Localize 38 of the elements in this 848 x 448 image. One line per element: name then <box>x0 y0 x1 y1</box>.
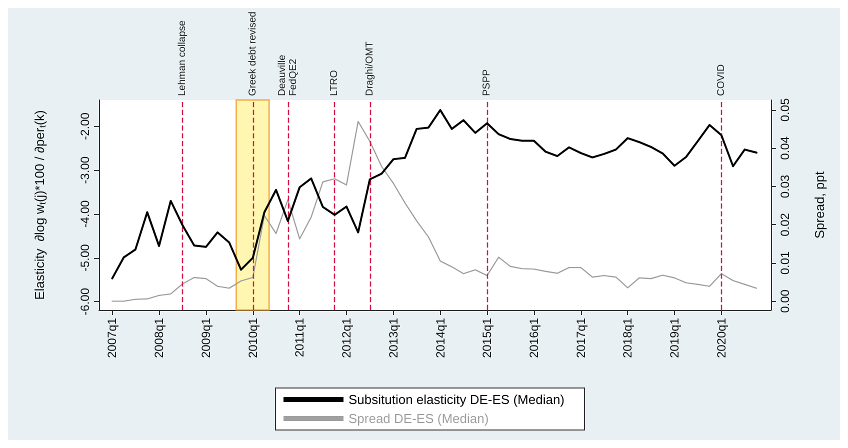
y-tick-label: -3.00 <box>78 156 92 184</box>
x-tick-label: 2011q1 <box>292 318 307 358</box>
y2-tick-label: 0.05 <box>778 98 792 122</box>
x-tick-label: 2018q1 <box>620 318 635 358</box>
ref-line-label: Deauville FedQE2 <box>276 54 299 96</box>
x-tick-label: 2014q1 <box>433 318 448 358</box>
y2-tick-label: 0.03 <box>778 174 792 198</box>
ref-line-label: COVID <box>716 64 727 96</box>
y-tick-label: -6.00 <box>78 288 92 316</box>
x-tick-label: 2016q1 <box>526 318 541 358</box>
x-tick-label: 2020q1 <box>714 318 728 358</box>
ref-line-label: PSPP <box>482 68 493 96</box>
line-series <box>111 109 758 280</box>
ref-line-label: Greek debt revised <box>247 12 258 96</box>
x-tick-label: 2009q1 <box>198 318 213 358</box>
y-axis-title: Elasticity ∂log wt(j)*100 / ∂pert(k) <box>32 110 48 300</box>
y-tick-label: -4.00 <box>78 200 92 228</box>
line-series <box>112 120 758 302</box>
x-tick-label: 2008q1 <box>152 318 166 358</box>
x-tick-label: 2019q1 <box>668 318 682 358</box>
ref-line-label: Lehman collapse <box>176 20 188 96</box>
y-tick-label: -5.00 <box>78 244 92 272</box>
y2-axis-title: Spread, ppt <box>812 171 827 239</box>
x-tick-label: 2007q1 <box>105 318 120 358</box>
legend-label: Subsitution elasticity DE-ES (Median) <box>348 392 565 407</box>
x-tick-label: 2010q1 <box>246 318 260 358</box>
x-tick-label: 2012q1 <box>339 318 354 358</box>
x-tick-label: 2017q1 <box>574 318 588 358</box>
y-tick-label: -2.00 <box>78 112 92 140</box>
y2-tick-label: 0.04 <box>778 136 792 160</box>
ref-line-label: LTRO <box>329 70 340 96</box>
y2-tick-label: 0.01 <box>778 250 792 275</box>
legend-label: Spread DE-ES (Median) <box>348 411 489 426</box>
ref-line-label: Draghi/OMT <box>364 42 376 96</box>
y2-tick-label: 0.02 <box>778 212 792 236</box>
x-tick-label: 2015q1 <box>480 318 494 358</box>
y2-tick-label: 0.00 <box>778 289 792 313</box>
x-tick-label: 2013q1 <box>386 318 400 358</box>
